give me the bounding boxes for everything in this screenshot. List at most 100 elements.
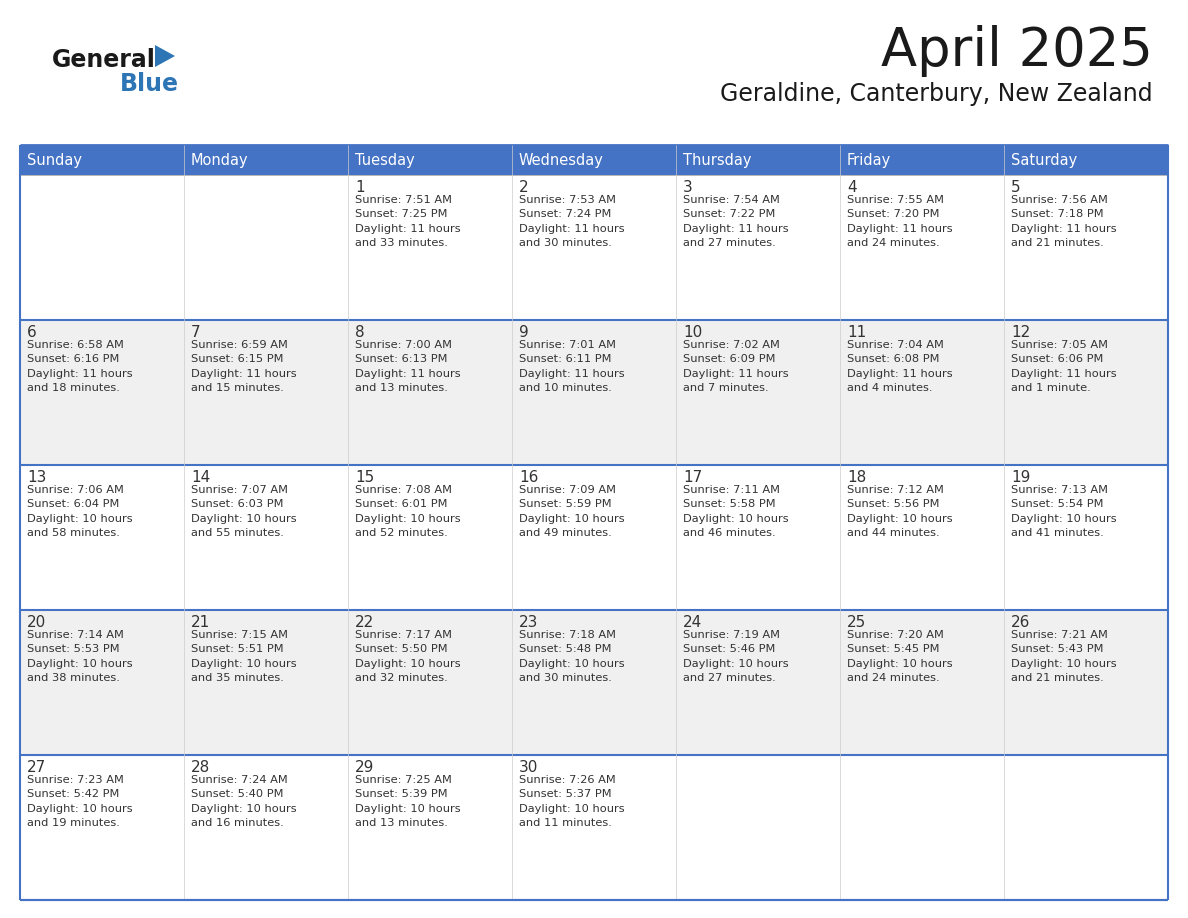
Text: Sunrise: 7:55 AM
Sunset: 7:20 PM
Daylight: 11 hours
and 24 minutes.: Sunrise: 7:55 AM Sunset: 7:20 PM Dayligh… bbox=[847, 195, 953, 248]
Text: Sunrise: 7:05 AM
Sunset: 6:06 PM
Daylight: 11 hours
and 1 minute.: Sunrise: 7:05 AM Sunset: 6:06 PM Dayligh… bbox=[1011, 340, 1117, 393]
Text: Blue: Blue bbox=[120, 72, 179, 96]
Text: Sunrise: 7:21 AM
Sunset: 5:43 PM
Daylight: 10 hours
and 21 minutes.: Sunrise: 7:21 AM Sunset: 5:43 PM Dayligh… bbox=[1011, 630, 1117, 683]
Text: 26: 26 bbox=[1011, 615, 1030, 630]
Text: 15: 15 bbox=[355, 470, 374, 485]
Bar bbox=[1004, 175, 1168, 320]
Bar bbox=[512, 320, 676, 465]
Bar bbox=[184, 320, 348, 465]
Text: 25: 25 bbox=[847, 615, 866, 630]
Bar bbox=[840, 755, 1004, 900]
Bar bbox=[20, 175, 184, 320]
Bar bbox=[676, 610, 840, 755]
Text: Sunrise: 7:06 AM
Sunset: 6:04 PM
Daylight: 10 hours
and 58 minutes.: Sunrise: 7:06 AM Sunset: 6:04 PM Dayligh… bbox=[27, 485, 133, 538]
Text: 29: 29 bbox=[355, 760, 374, 775]
Text: 5: 5 bbox=[1011, 180, 1020, 195]
Text: Tuesday: Tuesday bbox=[355, 152, 415, 167]
Bar bbox=[348, 175, 512, 320]
Bar bbox=[1004, 610, 1168, 755]
Text: 17: 17 bbox=[683, 470, 702, 485]
Text: Friday: Friday bbox=[847, 152, 891, 167]
Polygon shape bbox=[154, 45, 175, 67]
Text: 4: 4 bbox=[847, 180, 857, 195]
Text: 2: 2 bbox=[519, 180, 529, 195]
Text: Sunrise: 7:04 AM
Sunset: 6:08 PM
Daylight: 11 hours
and 4 minutes.: Sunrise: 7:04 AM Sunset: 6:08 PM Dayligh… bbox=[847, 340, 953, 393]
Bar bbox=[184, 465, 348, 610]
Text: Sunrise: 7:17 AM
Sunset: 5:50 PM
Daylight: 10 hours
and 32 minutes.: Sunrise: 7:17 AM Sunset: 5:50 PM Dayligh… bbox=[355, 630, 461, 683]
Text: 20: 20 bbox=[27, 615, 46, 630]
Bar bbox=[676, 175, 840, 320]
Text: Wednesday: Wednesday bbox=[519, 152, 604, 167]
Bar bbox=[348, 610, 512, 755]
Bar bbox=[184, 175, 348, 320]
Bar bbox=[676, 755, 840, 900]
Text: Sunrise: 7:01 AM
Sunset: 6:11 PM
Daylight: 11 hours
and 10 minutes.: Sunrise: 7:01 AM Sunset: 6:11 PM Dayligh… bbox=[519, 340, 625, 393]
Bar bbox=[348, 465, 512, 610]
Text: General: General bbox=[52, 48, 156, 72]
Bar bbox=[512, 610, 676, 755]
Text: Sunrise: 7:20 AM
Sunset: 5:45 PM
Daylight: 10 hours
and 24 minutes.: Sunrise: 7:20 AM Sunset: 5:45 PM Dayligh… bbox=[847, 630, 953, 683]
Text: 16: 16 bbox=[519, 470, 538, 485]
Text: 30: 30 bbox=[519, 760, 538, 775]
Text: Sunrise: 7:14 AM
Sunset: 5:53 PM
Daylight: 10 hours
and 38 minutes.: Sunrise: 7:14 AM Sunset: 5:53 PM Dayligh… bbox=[27, 630, 133, 683]
Bar bbox=[184, 755, 348, 900]
Text: Sunrise: 7:24 AM
Sunset: 5:40 PM
Daylight: 10 hours
and 16 minutes.: Sunrise: 7:24 AM Sunset: 5:40 PM Dayligh… bbox=[191, 775, 297, 828]
Text: 28: 28 bbox=[191, 760, 210, 775]
Text: 7: 7 bbox=[191, 325, 201, 340]
Text: Sunrise: 6:58 AM
Sunset: 6:16 PM
Daylight: 11 hours
and 18 minutes.: Sunrise: 6:58 AM Sunset: 6:16 PM Dayligh… bbox=[27, 340, 133, 393]
Text: 1: 1 bbox=[355, 180, 365, 195]
Bar bbox=[20, 145, 184, 175]
Text: 21: 21 bbox=[191, 615, 210, 630]
Text: Geraldine, Canterbury, New Zealand: Geraldine, Canterbury, New Zealand bbox=[720, 82, 1154, 106]
Bar bbox=[348, 320, 512, 465]
Bar bbox=[1004, 755, 1168, 900]
Text: 24: 24 bbox=[683, 615, 702, 630]
Text: Sunday: Sunday bbox=[27, 152, 82, 167]
Bar bbox=[840, 320, 1004, 465]
Text: Sunrise: 7:25 AM
Sunset: 5:39 PM
Daylight: 10 hours
and 13 minutes.: Sunrise: 7:25 AM Sunset: 5:39 PM Dayligh… bbox=[355, 775, 461, 828]
Text: Sunrise: 6:59 AM
Sunset: 6:15 PM
Daylight: 11 hours
and 15 minutes.: Sunrise: 6:59 AM Sunset: 6:15 PM Dayligh… bbox=[191, 340, 297, 393]
Bar bbox=[512, 145, 676, 175]
Text: Sunrise: 7:54 AM
Sunset: 7:22 PM
Daylight: 11 hours
and 27 minutes.: Sunrise: 7:54 AM Sunset: 7:22 PM Dayligh… bbox=[683, 195, 789, 248]
Text: Thursday: Thursday bbox=[683, 152, 752, 167]
Text: 22: 22 bbox=[355, 615, 374, 630]
Text: 3: 3 bbox=[683, 180, 693, 195]
Text: April 2025: April 2025 bbox=[881, 25, 1154, 77]
Bar bbox=[184, 610, 348, 755]
Bar bbox=[348, 145, 512, 175]
Bar bbox=[676, 145, 840, 175]
Bar bbox=[184, 145, 348, 175]
Bar bbox=[512, 175, 676, 320]
Text: 13: 13 bbox=[27, 470, 46, 485]
Bar bbox=[20, 465, 184, 610]
Bar bbox=[840, 145, 1004, 175]
Text: Sunrise: 7:19 AM
Sunset: 5:46 PM
Daylight: 10 hours
and 27 minutes.: Sunrise: 7:19 AM Sunset: 5:46 PM Dayligh… bbox=[683, 630, 789, 683]
Text: 14: 14 bbox=[191, 470, 210, 485]
Text: Sunrise: 7:00 AM
Sunset: 6:13 PM
Daylight: 11 hours
and 13 minutes.: Sunrise: 7:00 AM Sunset: 6:13 PM Dayligh… bbox=[355, 340, 461, 393]
Text: Monday: Monday bbox=[191, 152, 248, 167]
Bar bbox=[676, 465, 840, 610]
Text: 23: 23 bbox=[519, 615, 538, 630]
Text: Sunrise: 7:12 AM
Sunset: 5:56 PM
Daylight: 10 hours
and 44 minutes.: Sunrise: 7:12 AM Sunset: 5:56 PM Dayligh… bbox=[847, 485, 953, 538]
Text: 18: 18 bbox=[847, 470, 866, 485]
Bar bbox=[20, 755, 184, 900]
Text: 8: 8 bbox=[355, 325, 365, 340]
Text: 9: 9 bbox=[519, 325, 529, 340]
Text: 19: 19 bbox=[1011, 470, 1030, 485]
Text: Sunrise: 7:08 AM
Sunset: 6:01 PM
Daylight: 10 hours
and 52 minutes.: Sunrise: 7:08 AM Sunset: 6:01 PM Dayligh… bbox=[355, 485, 461, 538]
Bar bbox=[20, 320, 184, 465]
Text: Sunrise: 7:51 AM
Sunset: 7:25 PM
Daylight: 11 hours
and 33 minutes.: Sunrise: 7:51 AM Sunset: 7:25 PM Dayligh… bbox=[355, 195, 461, 248]
Bar bbox=[840, 610, 1004, 755]
Text: Sunrise: 7:15 AM
Sunset: 5:51 PM
Daylight: 10 hours
and 35 minutes.: Sunrise: 7:15 AM Sunset: 5:51 PM Dayligh… bbox=[191, 630, 297, 683]
Text: Sunrise: 7:53 AM
Sunset: 7:24 PM
Daylight: 11 hours
and 30 minutes.: Sunrise: 7:53 AM Sunset: 7:24 PM Dayligh… bbox=[519, 195, 625, 248]
Bar bbox=[512, 755, 676, 900]
Text: Saturday: Saturday bbox=[1011, 152, 1078, 167]
Text: Sunrise: 7:02 AM
Sunset: 6:09 PM
Daylight: 11 hours
and 7 minutes.: Sunrise: 7:02 AM Sunset: 6:09 PM Dayligh… bbox=[683, 340, 789, 393]
Bar bbox=[1004, 145, 1168, 175]
Bar bbox=[512, 465, 676, 610]
Text: 12: 12 bbox=[1011, 325, 1030, 340]
Text: Sunrise: 7:23 AM
Sunset: 5:42 PM
Daylight: 10 hours
and 19 minutes.: Sunrise: 7:23 AM Sunset: 5:42 PM Dayligh… bbox=[27, 775, 133, 828]
Bar bbox=[840, 175, 1004, 320]
Text: 11: 11 bbox=[847, 325, 866, 340]
Bar bbox=[676, 320, 840, 465]
Text: Sunrise: 7:11 AM
Sunset: 5:58 PM
Daylight: 10 hours
and 46 minutes.: Sunrise: 7:11 AM Sunset: 5:58 PM Dayligh… bbox=[683, 485, 789, 538]
